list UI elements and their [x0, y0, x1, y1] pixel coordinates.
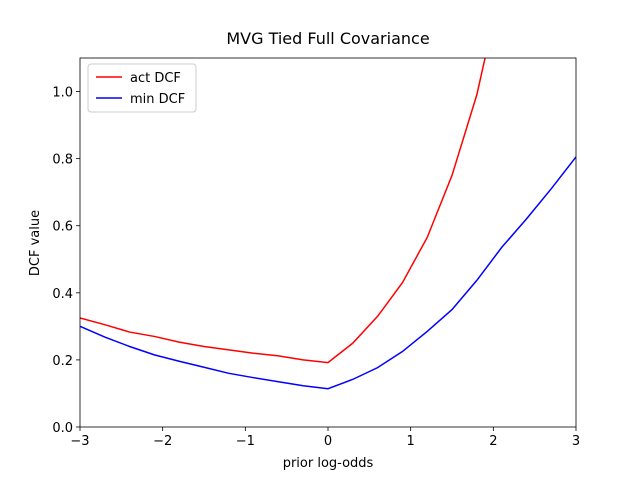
y-tick-label: 0.2 [52, 354, 73, 369]
y-tick-label: 0.4 [52, 287, 73, 302]
y-tick-label: 0.6 [52, 220, 73, 235]
x-tick-label: 3 [572, 434, 580, 449]
data-line [80, 58, 486, 364]
legend-label: min DCF [130, 92, 185, 107]
x-tick-label: −2 [153, 434, 172, 449]
y-tick-label: 0.0 [52, 421, 73, 436]
legend-box [87, 63, 197, 113]
chart-title: MVG Tied Full Covariance [226, 29, 429, 48]
plot-area [80, 58, 576, 390]
x-tick-label: 2 [489, 434, 497, 449]
y-tick-label: 0.8 [52, 153, 73, 168]
x-axis-label: prior log-odds [283, 456, 374, 471]
x-tick-label: −1 [236, 434, 255, 449]
x-tick-label: 1 [407, 434, 415, 449]
legend-label: act DCF [130, 71, 181, 86]
x-tick-label: −3 [70, 434, 89, 449]
x-tick-label: 0 [324, 434, 332, 449]
y-axis-label: DCF value [28, 210, 43, 276]
y-tick-label: 1.0 [52, 86, 73, 101]
data-line [80, 156, 576, 390]
